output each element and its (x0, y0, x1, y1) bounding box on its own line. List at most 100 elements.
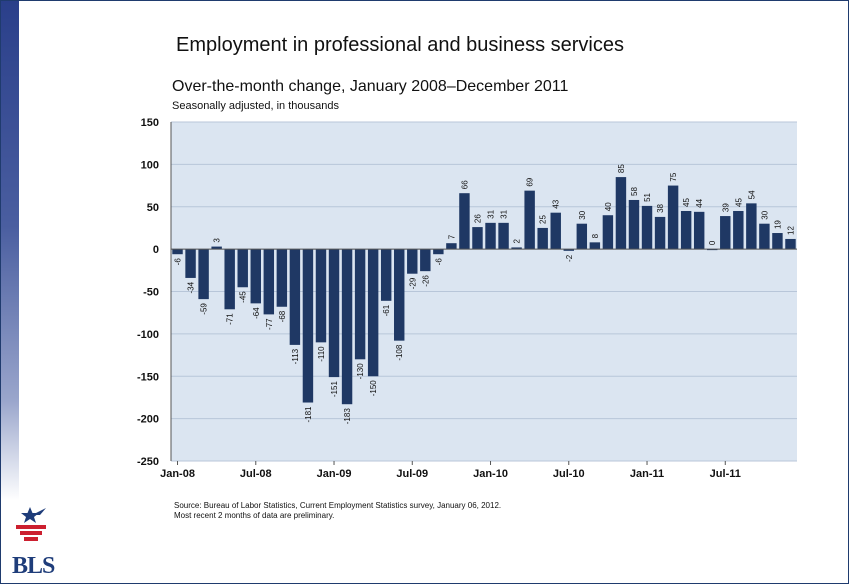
data-label: 85 (617, 164, 626, 173)
bar (785, 238, 796, 250)
bar (759, 223, 770, 250)
chart-title: Employment in professional and business … (176, 34, 624, 56)
data-label: 54 (747, 190, 756, 199)
data-label: 25 (539, 214, 548, 223)
data-label: 39 (721, 203, 730, 212)
x-tick-label: Jul-11 (710, 468, 741, 480)
bar (720, 216, 731, 250)
data-label: -71 (226, 313, 235, 325)
bar (667, 185, 679, 250)
data-label: -26 (421, 275, 430, 287)
data-label: 31 (487, 209, 496, 218)
data-label: -68 (278, 310, 287, 322)
bar (772, 233, 783, 250)
bar (328, 249, 340, 378)
bar (224, 249, 235, 310)
y-tick-label: -100 (137, 329, 159, 341)
data-label: 12 (786, 226, 795, 235)
bar (211, 246, 222, 250)
x-tick-label: Jan-10 (473, 468, 508, 480)
bar (602, 215, 614, 250)
data-label: 51 (643, 192, 652, 201)
data-label: 19 (773, 220, 782, 229)
bar (550, 212, 561, 250)
bar (420, 249, 431, 272)
y-tick-label: -250 (137, 456, 159, 468)
bar (394, 249, 405, 341)
data-label: -77 (265, 318, 274, 330)
data-label: 75 (669, 172, 678, 181)
y-tick-label: -200 (137, 414, 159, 426)
bar (289, 249, 301, 345)
bar (733, 210, 744, 250)
bar (654, 216, 666, 250)
y-tick-label: 150 (141, 117, 159, 129)
y-tick-label: -50 (143, 287, 159, 299)
bar (589, 242, 601, 250)
source-line-2: Most recent 2 months of data are prelimi… (174, 511, 335, 520)
slide-sidebar-band (1, 1, 19, 501)
data-label: -113 (291, 348, 300, 364)
bar (354, 249, 366, 360)
bar (563, 249, 574, 251)
data-label: 44 (695, 198, 704, 207)
y-tick-label: -150 (137, 371, 159, 383)
data-label: -150 (369, 380, 378, 397)
bar (524, 190, 535, 250)
data-label: 2 (513, 238, 522, 243)
data-label: -6 (434, 258, 443, 266)
source-line-1: Source: Bureau of Labor Statistics, Curr… (174, 501, 502, 510)
data-label: -59 (200, 303, 209, 315)
chart-units-note: Seasonally adjusted, in thousands (172, 100, 339, 112)
bar (250, 249, 261, 304)
source-note: Source: Bureau of Labor Statistics, Curr… (174, 501, 501, 521)
data-label: 8 (591, 233, 600, 238)
data-label: -61 (382, 304, 391, 316)
bar (315, 249, 327, 343)
data-label: 3 (213, 238, 222, 243)
bar (693, 211, 705, 250)
bar (459, 193, 470, 250)
x-tick-label: Jul-10 (553, 468, 585, 480)
bar (237, 249, 248, 288)
data-label: 45 (682, 198, 691, 207)
bar (172, 249, 183, 255)
bar (472, 227, 483, 250)
data-label: 69 (526, 177, 535, 186)
data-label: -29 (408, 277, 417, 289)
x-tick-label: Jul-08 (240, 468, 272, 480)
data-label: -130 (356, 363, 365, 380)
data-label: -108 (395, 344, 404, 361)
y-tick-label: 100 (141, 159, 159, 171)
bar (498, 222, 509, 250)
bar (302, 249, 314, 403)
data-label: -151 (330, 381, 339, 398)
data-label: 45 (734, 198, 743, 207)
data-label: -181 (304, 406, 313, 423)
data-label: 30 (760, 210, 769, 219)
data-label: 58 (630, 187, 639, 196)
data-label: 7 (447, 234, 456, 239)
data-label: 30 (578, 210, 587, 219)
data-label: 26 (473, 214, 482, 223)
bls-logo-icon (16, 507, 46, 541)
bls-logo-text: BLS (12, 553, 55, 579)
bar (433, 249, 444, 255)
data-label: 66 (460, 180, 469, 189)
x-tick-label: Jan-08 (160, 468, 195, 480)
bar (380, 249, 392, 301)
chart-subtitle: Over-the-month change, January 2008–Dece… (172, 78, 569, 95)
data-label: 38 (656, 203, 665, 212)
bar (576, 223, 588, 250)
x-tick-label: Jul-09 (396, 468, 428, 480)
bar (485, 222, 496, 250)
data-label: 40 (604, 202, 613, 211)
bar (680, 210, 692, 250)
y-tick-label: 50 (147, 202, 159, 214)
bar (341, 249, 353, 405)
bar (511, 247, 522, 250)
bar (185, 249, 196, 278)
data-label: -64 (252, 307, 261, 319)
bar (446, 243, 457, 250)
y-tick-label: 0 (153, 244, 159, 256)
